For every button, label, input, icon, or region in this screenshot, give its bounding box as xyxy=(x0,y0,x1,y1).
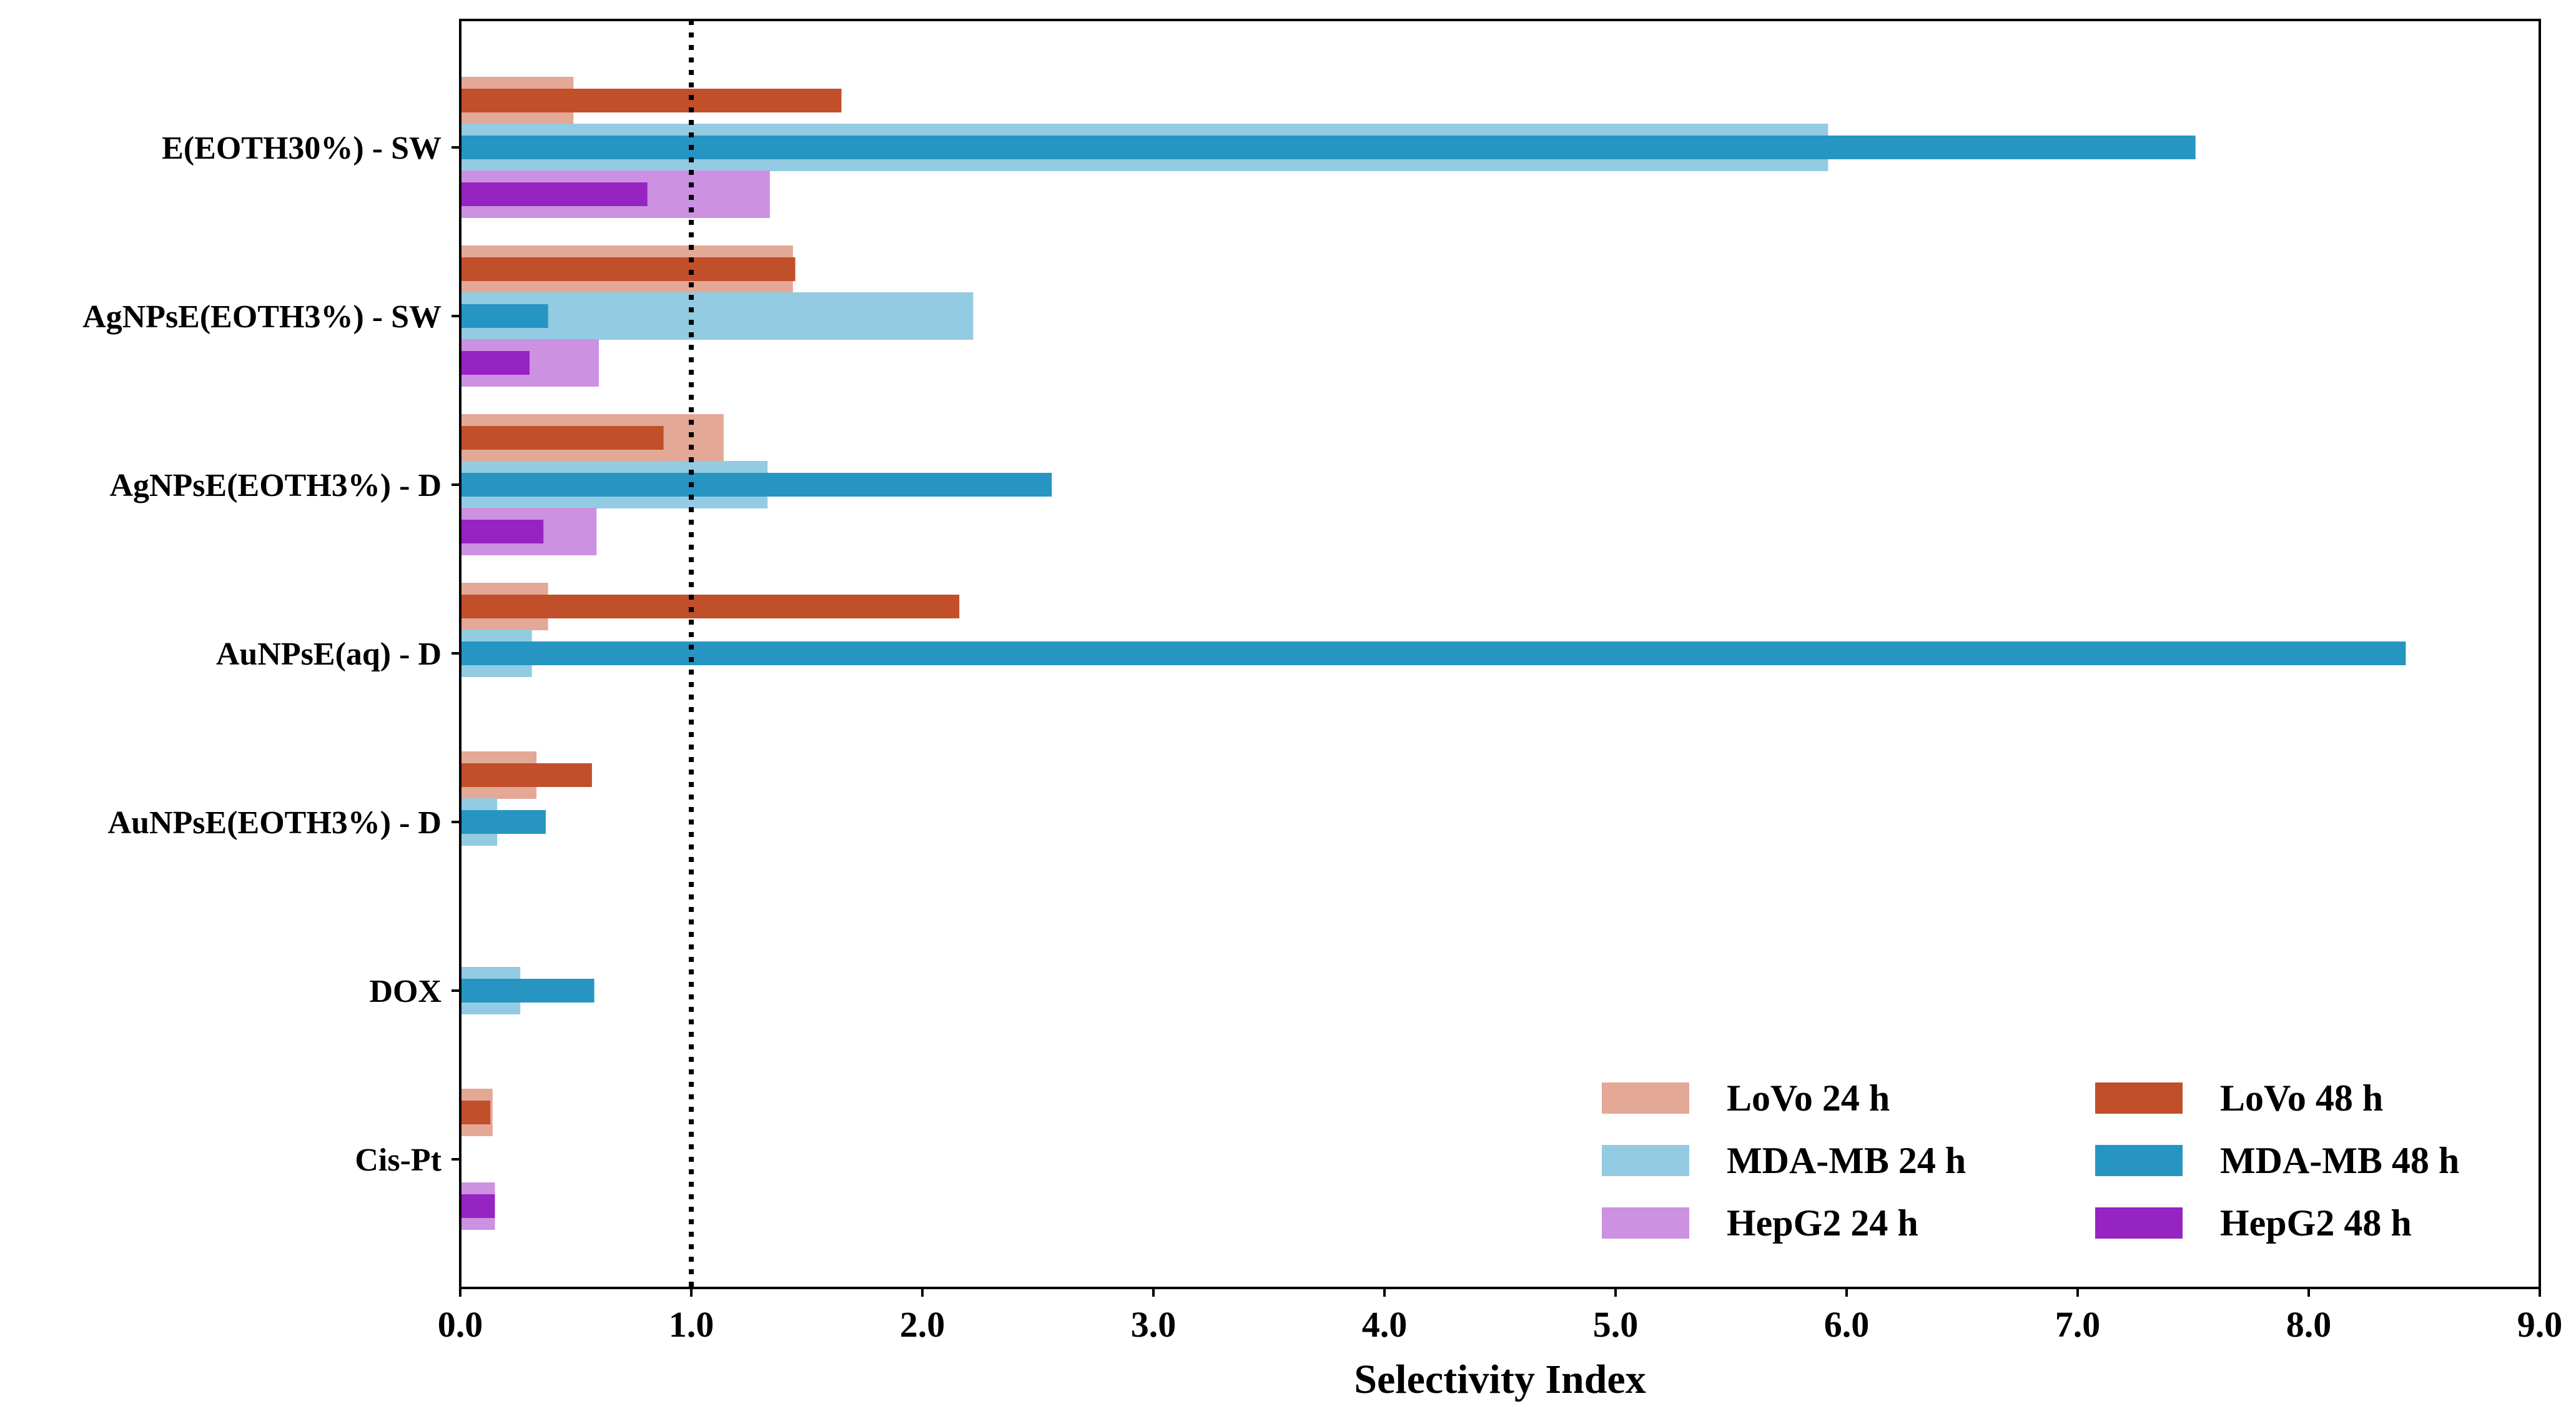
bar-lovo-48-h-agnpse-eoth3-sw xyxy=(460,257,796,281)
legend-swatch xyxy=(2095,1207,2183,1239)
legend-swatch xyxy=(2095,1145,2183,1176)
x-axis: 0.0 1.0 2.0 3.0 4.0 5.0 6.0 7.0 8.0 9.0 xyxy=(438,1288,2563,1345)
y-axis: E(EOTH30%) - SW AgNPsE(EOTH3%) - SW AgNPsE… xyxy=(82,131,460,1178)
x-tick-label: 3.0 xyxy=(1131,1304,1177,1345)
legend-label: MDA-MB 24 h xyxy=(1727,1140,1966,1181)
y-tick-label-agnpse-eoth3-d: AgNPsE(EOTH3%) - D xyxy=(109,468,442,503)
bars-layer xyxy=(460,77,2406,1230)
bar-mda-mb-48-h-aunpse-aq-d xyxy=(460,641,2406,665)
y-tick-label-cis-pt: Cis-Pt xyxy=(355,1142,442,1178)
legend-label: HepG2 48 h xyxy=(2220,1202,2412,1244)
legend-label: LoVo 24 h xyxy=(1727,1077,1890,1119)
bar-hepg2-48-h-e-eoth30-sw xyxy=(460,182,648,206)
bar-lovo-48-h-cis-pt xyxy=(460,1101,491,1124)
legend-swatch xyxy=(1602,1145,1689,1176)
bar-lovo-48-h-aunpse-eoth3-d xyxy=(460,763,592,787)
y-tick-label-agnpse-eoth3-sw: AgNPsE(EOTH3%) - SW xyxy=(82,299,442,335)
x-tick-label: 9.0 xyxy=(2517,1304,2563,1345)
bar-lovo-48-h-aunpse-aq-d xyxy=(460,595,960,618)
bar-lovo-48-h-agnpse-eoth3-d xyxy=(460,426,664,450)
y-tick-label-e-eoth30-sw: E(EOTH30%) - SW xyxy=(162,131,442,166)
legend-item-hepg2-48-h: HepG2 48 h xyxy=(2095,1202,2412,1244)
legend-item-lovo-48-h: LoVo 48 h xyxy=(2095,1077,2383,1119)
legend: LoVo 24 h LoVo 48 h MDA-MB 24 h MDA-MB 48 h… xyxy=(1602,1077,2459,1244)
legend-swatch xyxy=(1602,1207,1689,1239)
y-tick-label-aunpse-aq-d: AuNPsE(aq) - D xyxy=(216,636,442,672)
bar-hepg2-48-h-agnpse-eoth3-d xyxy=(460,520,544,543)
x-tick-label: 2.0 xyxy=(900,1304,945,1345)
bar-mda-mb-48-h-dox xyxy=(460,979,595,1003)
legend-item-lovo-24-h: LoVo 24 h xyxy=(1602,1077,1890,1119)
bar-hepg2-48-h-cis-pt xyxy=(460,1194,495,1218)
legend-item-hepg2-24-h: HepG2 24 h xyxy=(1602,1202,1918,1244)
bar-hepg2-48-h-agnpse-eoth3-sw xyxy=(460,351,530,375)
legend-item-mda-mb-48-h: MDA-MB 48 h xyxy=(2095,1140,2459,1181)
bar-mda-mb-48-h-e-eoth30-sw xyxy=(460,136,2196,159)
bar-mda-mb-48-h-agnpse-eoth3-d xyxy=(460,473,1052,497)
legend-label: MDA-MB 48 h xyxy=(2220,1140,2459,1181)
y-tick-label-aunpse-eoth3-d: AuNPsE(EOTH3%) - D xyxy=(108,805,442,841)
x-tick-label: 8.0 xyxy=(2286,1304,2332,1345)
x-tick-label: 6.0 xyxy=(1824,1304,1870,1345)
x-tick-label: 1.0 xyxy=(669,1304,714,1345)
bar-mda-mb-48-h-agnpse-eoth3-sw xyxy=(460,304,548,328)
x-axis-title: Selectivity Index xyxy=(1354,1357,1646,1402)
bar-lovo-48-h-e-eoth30-sw xyxy=(460,89,842,112)
x-tick-label: 4.0 xyxy=(1362,1304,1408,1345)
x-tick-label: 0.0 xyxy=(438,1304,483,1345)
legend-swatch xyxy=(2095,1082,2183,1114)
x-tick-label: 5.0 xyxy=(1593,1304,1639,1345)
legend-swatch xyxy=(1602,1082,1689,1114)
bar-mda-mb-48-h-aunpse-eoth3-d xyxy=(460,810,546,834)
y-tick-label-dox: DOX xyxy=(369,974,442,1009)
x-tick-label: 7.0 xyxy=(2055,1304,2101,1345)
legend-label: LoVo 48 h xyxy=(2220,1077,2383,1119)
legend-item-mda-mb-24-h: MDA-MB 24 h xyxy=(1602,1140,1966,1181)
legend-label: HepG2 24 h xyxy=(1727,1202,1918,1244)
